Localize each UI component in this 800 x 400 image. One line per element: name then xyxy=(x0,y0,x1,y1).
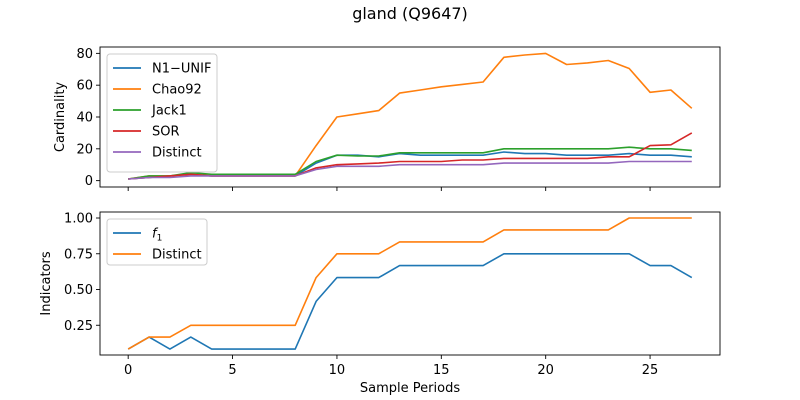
x-tick-label: 20 xyxy=(537,363,554,378)
x-tick-label: 0 xyxy=(124,363,132,378)
legend-box xyxy=(106,53,218,173)
series-line-0-4 xyxy=(128,160,692,180)
y-axis-label: Indicators xyxy=(39,251,54,315)
x-tick-label: 10 xyxy=(329,363,346,378)
series-line-1-0 xyxy=(127,253,693,350)
series-line-0-2 xyxy=(128,146,692,180)
legend-entry: Jack1 xyxy=(151,104,187,119)
bottom-panel: 0 5 10 15 20 25 0.25 0.50 0.75 1.00 Indicators Samp… xyxy=(39,211,721,396)
top-panel: 0 20 40 60 80 Cardinality N1−UNIF Chao92 Jack1 SO… xyxy=(53,46,721,191)
legend: N1−UNIF Chao92 Jack1 SOR Distinct xyxy=(106,53,218,173)
x-axis-label: Sample Periods xyxy=(360,381,460,396)
figure-title: gland (Q9647) xyxy=(352,4,468,23)
legend-entry: N1−UNIF xyxy=(152,62,211,77)
legend-entry: Chao92 xyxy=(152,83,202,98)
legend-entry: f1 xyxy=(152,227,162,244)
axes-frame xyxy=(99,211,721,356)
legend-entry: Distinct xyxy=(152,248,202,263)
y-tick-label: 80 xyxy=(76,47,93,62)
legend-entry: SOR xyxy=(152,125,180,140)
x-tick-label: 25 xyxy=(642,363,659,378)
x-tick-label: 15 xyxy=(433,363,450,378)
y-tick-label: 60 xyxy=(76,79,93,94)
y-axis-label: Cardinality xyxy=(53,82,68,153)
y-tick-label: 0.25 xyxy=(64,319,93,334)
y-tick-label: 0.50 xyxy=(64,283,93,298)
y-tick-label: 1.00 xyxy=(64,212,93,227)
series-line-1-1 xyxy=(127,217,692,350)
y-tick-label: 40 xyxy=(76,111,93,126)
x-tick-label: 5 xyxy=(228,363,236,378)
y-tick-label: 0 xyxy=(85,174,93,189)
legend-entry: Distinct xyxy=(152,146,202,161)
y-tick-label: 20 xyxy=(76,142,93,157)
legend: f1 Distinct xyxy=(106,218,208,266)
y-tick-label: 0.75 xyxy=(64,247,93,262)
